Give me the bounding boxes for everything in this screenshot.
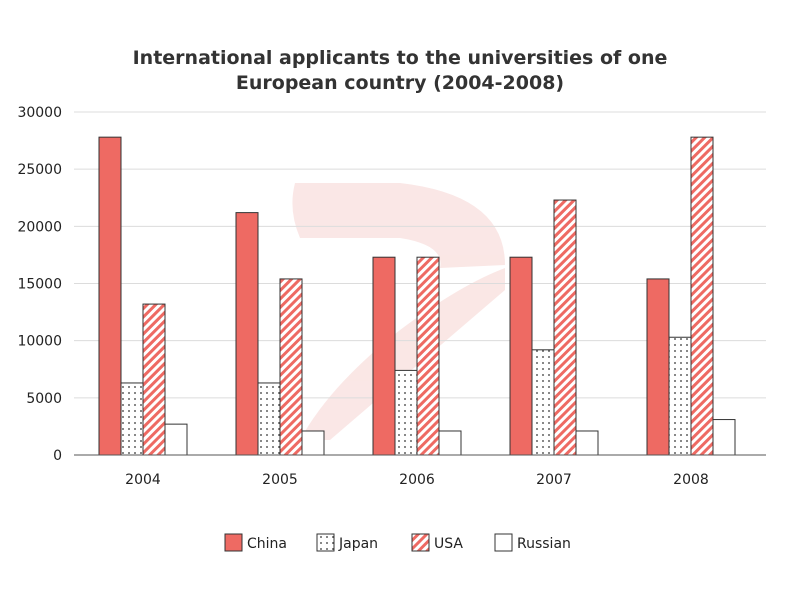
x-tick-label-2004: 2004: [125, 472, 161, 488]
x-tick-label-2006: 2006: [399, 472, 435, 488]
legend-item-russian: Russian: [494, 533, 571, 552]
legend-item-usa: USA: [411, 533, 463, 552]
bar-japan-2005: [257, 382, 281, 456]
bar-china-2006: [372, 256, 396, 456]
bar-japan-2006: [394, 369, 418, 456]
bar-russian-2008: [712, 419, 736, 456]
bar-russian-2005: [301, 430, 325, 456]
x-tick-label-2008: 2008: [673, 472, 709, 488]
y-tick-label: 0: [53, 448, 62, 464]
watermark-logo: [292, 183, 505, 440]
y-tick-label: 5000: [26, 391, 62, 407]
bar-russian-2007: [575, 430, 599, 456]
chart-title-line-1: International applicants to the universi…: [133, 47, 668, 69]
y-tick-label: 30000: [17, 105, 62, 121]
legend-label-russian: Russian: [517, 536, 571, 552]
legend-label-japan: Japan: [338, 536, 378, 552]
bar-russian-2004: [164, 423, 188, 456]
bar-china-2004: [98, 136, 122, 456]
x-tick-label-2007: 2007: [536, 472, 572, 488]
bar-china-2007: [509, 256, 533, 456]
legend-item-japan: Japan: [316, 533, 378, 552]
bars: [98, 136, 736, 456]
legend-swatch-russian: [494, 533, 513, 552]
y-tick-label: 20000: [17, 219, 62, 235]
bar-usa-2006: [416, 256, 440, 456]
bar-usa-2008: [690, 136, 714, 456]
legend: China Japan USA Russian: [224, 533, 571, 552]
chart-title: International applicants to the universi…: [133, 47, 668, 94]
y-tick-label: 15000: [17, 277, 62, 293]
legend-swatch-usa: [411, 533, 430, 552]
y-tick-label: 10000: [17, 334, 62, 350]
chart-title-line-2: European country (2004-2008): [236, 72, 564, 94]
legend-label-usa: USA: [434, 536, 463, 552]
bar-china-2008: [646, 278, 670, 456]
legend-item-china: China: [224, 533, 287, 552]
bar-usa-2005: [279, 278, 303, 456]
y-tick-label: 25000: [17, 162, 62, 178]
bar-japan-2008: [668, 336, 692, 456]
bar-japan-2004: [120, 382, 144, 456]
legend-label-china: China: [247, 536, 287, 552]
legend-swatch-japan: [316, 533, 335, 552]
bar-japan-2007: [531, 349, 555, 456]
y-axis-ticks: 0 5000 10000 15000 20000 25000 30000: [17, 105, 62, 464]
bar-china-2005: [235, 212, 259, 456]
x-tick-label-2005: 2005: [262, 472, 298, 488]
bar-usa-2007: [553, 199, 577, 456]
legend-swatch-china: [224, 533, 243, 552]
bar-usa-2004: [142, 303, 166, 456]
bar-russian-2006: [438, 430, 462, 456]
x-axis-ticks: 2004 2005 2006 2007 2008: [125, 472, 709, 488]
